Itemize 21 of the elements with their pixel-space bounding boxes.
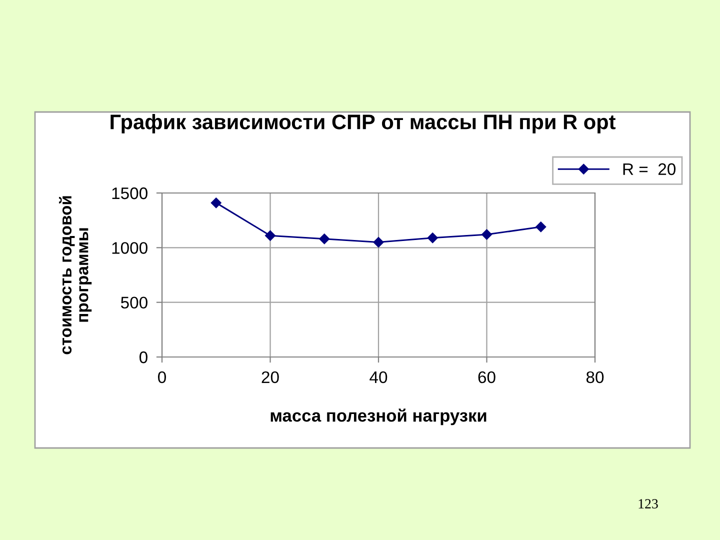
legend-label: R = 20 [623, 163, 676, 176]
y-tick-label: 0 [139, 351, 148, 364]
point [210, 198, 222, 208]
y-tick-label: 1500 [112, 187, 148, 200]
y-tick-label: 500 [120, 296, 148, 309]
point [427, 232, 438, 244]
x-tick-label: 60 [478, 371, 496, 384]
x-tick-label: 0 [158, 371, 166, 384]
point [373, 236, 384, 248]
chart-title: График зависимости СПР от массы ПН при R opt [110, 114, 616, 134]
x-tick-label: 80 [586, 371, 604, 384]
x-tick-label: 40 [370, 371, 388, 384]
x-axis-title: масса полезной нагрузки [270, 408, 486, 426]
point [319, 234, 330, 244]
point [482, 229, 492, 240]
y-axis-title: стоимость годовой программы [58, 196, 92, 354]
y-tick-label: 1000 [112, 242, 148, 254]
point [536, 222, 546, 232]
text: 123 [638, 499, 658, 508]
point [265, 230, 276, 241]
x-tick-label: 20 [262, 371, 279, 384]
